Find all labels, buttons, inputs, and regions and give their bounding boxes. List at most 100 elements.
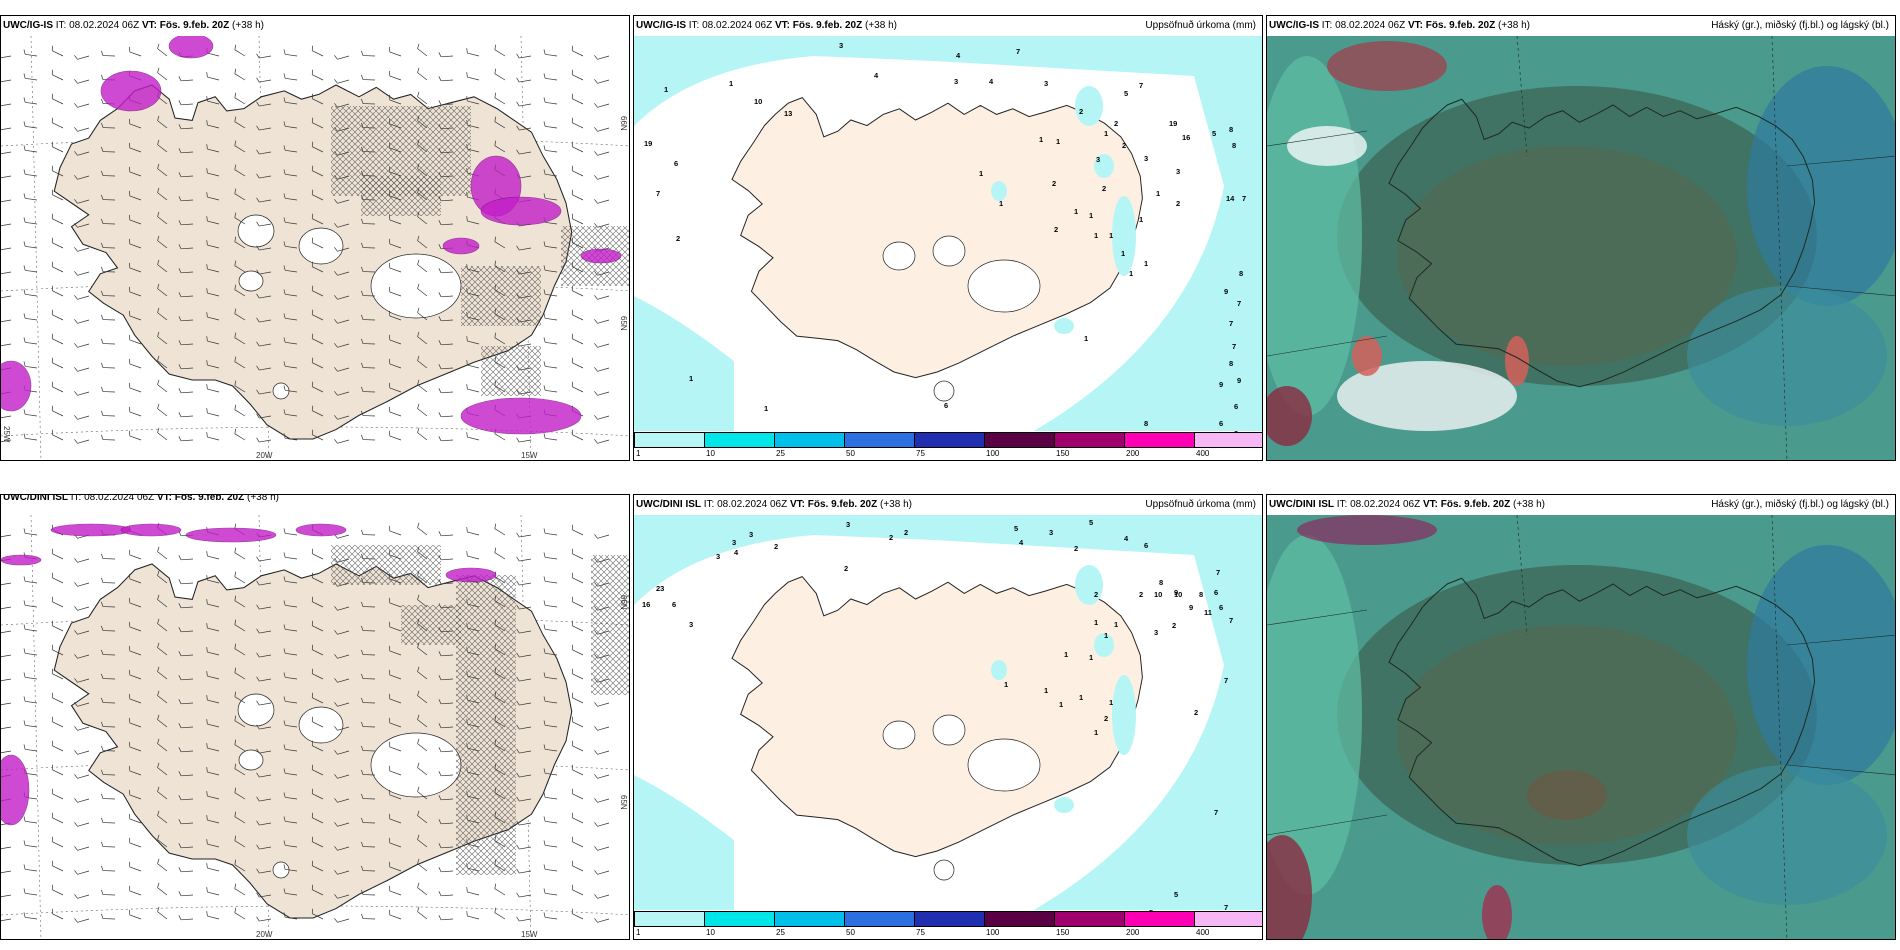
precip-value: 2 <box>1052 179 1056 188</box>
colorbar-swatch <box>1124 432 1195 448</box>
precip-value: 16 <box>1182 133 1190 142</box>
colorbar-tick: 100 <box>986 928 1000 937</box>
colorbar-tick: 10 <box>706 449 715 458</box>
precip-value: 2 <box>1102 184 1106 193</box>
precip-value: 2 <box>1139 590 1143 599</box>
precip-value: 2 <box>1172 621 1176 630</box>
precip-value: 7 <box>1216 568 1220 577</box>
precip-value: 6 <box>1219 419 1223 428</box>
colorbar-tick: 50 <box>846 928 855 937</box>
colorbar-swatch <box>704 432 775 448</box>
panel-right-title: Háský (gr.), miðský (fj.bl.) og lágský (… <box>1711 20 1889 31</box>
precip-value: 1 <box>1104 631 1108 640</box>
precip-value: 1 <box>1059 700 1063 709</box>
precip-value: 4 <box>1124 534 1129 543</box>
precip-value: 2 <box>1194 708 1198 717</box>
precip-value: 14 <box>1226 194 1235 203</box>
precip-value: 8 <box>1229 125 1233 134</box>
precip-value: 2 <box>1114 119 1118 128</box>
precip-value: 9 <box>1189 603 1193 612</box>
precip-value: 6 <box>672 600 676 609</box>
precip-value: 7 <box>1229 616 1233 625</box>
colorbar-swatch <box>914 432 985 448</box>
colorbar-swatch <box>914 911 985 927</box>
colorbar-tick: 150 <box>1056 928 1070 937</box>
precip-value: 1 <box>979 169 983 178</box>
colorbar-swatch <box>774 911 845 927</box>
precip-value: 8 <box>1144 419 1148 428</box>
colorbar-tick: 1 <box>636 928 641 937</box>
colorbar-tick: 25 <box>776 928 785 937</box>
precip-value: 8 <box>1229 359 1233 368</box>
precip-value: 7 <box>1016 47 1020 56</box>
precip-value: 7 <box>1237 299 1241 308</box>
panel-right-title: Uppsöfnuð úrkoma (mm) <box>1145 20 1256 31</box>
colorbar-swatch <box>1194 432 1262 448</box>
precip-value: 7 <box>1214 808 1218 817</box>
precip-value: 1 <box>1064 650 1068 659</box>
cloud-map <box>1267 36 1895 460</box>
panel-dini-cloud: UWC/DINI ISL IT: 08.02.2024 06Z VT: Fös.… <box>1266 494 1896 940</box>
colorbar-tick: 25 <box>776 449 785 458</box>
precip-value: 7 <box>1242 194 1246 203</box>
precip-value: 6 <box>1214 588 1218 597</box>
precip-value: 4 <box>1019 538 1024 547</box>
precip-value: 6 <box>944 401 948 410</box>
precip-value: 2 <box>1104 714 1108 723</box>
panel-ig-cloud: UWC/IG-IS IT: 08.02.2024 06Z VT: Fös. 9.… <box>1266 15 1896 461</box>
precip-value: 1 <box>729 79 733 88</box>
precip-value: 3 <box>846 520 850 529</box>
precip-value: 3 <box>839 41 843 50</box>
precip-value: 1 <box>1089 653 1093 662</box>
colorbar-swatch <box>634 911 705 927</box>
precip-value: 7 <box>1229 319 1233 328</box>
precip-value: 1 <box>1084 334 1088 343</box>
precip-value: 1 <box>1121 249 1125 258</box>
precip-value: 1 <box>1094 728 1098 737</box>
precip-value: 7 <box>656 189 660 198</box>
precip-value: 1 <box>1044 686 1048 695</box>
precip-value: 4 <box>956 51 961 60</box>
panel-right-title: Háský (gr.), miðský (fj.bl.) og lágský (… <box>1711 499 1889 510</box>
precip-value: 9 <box>1224 287 1228 296</box>
colorbar-tick: 10 <box>706 928 715 937</box>
precip-value: 6 <box>1234 402 1238 411</box>
precip-value: 5 <box>1174 890 1178 899</box>
wind-map: 20W 15W 66N 65N 25W <box>1 36 629 460</box>
precip-value: 16 <box>642 600 650 609</box>
colorbar-tick: 200 <box>1126 928 1140 937</box>
lon-label-25w: 25W <box>2 426 11 443</box>
colorbar-tick: 400 <box>1196 928 1210 937</box>
colorbar-swatch <box>1054 911 1125 927</box>
panel-header: UWC/IG-IS IT: 08.02.2024 06Z VT: Fös. 9.… <box>1269 20 1530 31</box>
precip-value: 2 <box>904 528 908 537</box>
precip-value: 3 <box>1049 528 1053 537</box>
precip-value: 1 <box>1114 620 1118 629</box>
precip-value: 6 <box>674 159 678 168</box>
panel-header: UWC/DINI ISL IT: 08.02.2024 06Z VT: Fös.… <box>1269 499 1545 510</box>
colorbar-tick: 100 <box>986 449 1000 458</box>
precip-value: 3 <box>689 620 693 629</box>
panel-header: UWC/DINI ISL IT: 08.02.2024 06Z VT: Fös.… <box>636 499 912 510</box>
precip-value: 8 <box>1232 141 1236 150</box>
precip-value: 8 <box>1159 578 1163 587</box>
precip-value: 2 <box>774 542 778 551</box>
colorbar-tick: 150 <box>1056 449 1070 458</box>
precip-value: 2 <box>1079 107 1083 116</box>
lon-label-20w: 20W <box>256 930 273 939</box>
lat-label-66n: 66N <box>619 595 628 610</box>
panel-header: UWC/IG-IS IT: 08.02.2024 06Z VT: Fös. 9.… <box>3 20 264 31</box>
precip-value: 6 <box>1144 541 1148 550</box>
precip-value: 7 <box>1139 81 1143 90</box>
precip-value: 19 <box>1169 119 1177 128</box>
panel-dini-wind: UWC/DINI ISL IT: 08.02.2024 06Z VT: Fös.… <box>0 494 630 940</box>
lat-label-66n: 66N <box>619 116 628 131</box>
precip-value: 1 <box>1144 259 1148 268</box>
precip-value: 2 <box>1176 199 1180 208</box>
lon-label-15w: 15W <box>521 451 538 460</box>
cloud-map <box>1267 515 1895 939</box>
panel-right-title: Uppsöfnuð úrkoma (mm) <box>1145 499 1256 510</box>
precip-value: 13 <box>784 109 792 118</box>
